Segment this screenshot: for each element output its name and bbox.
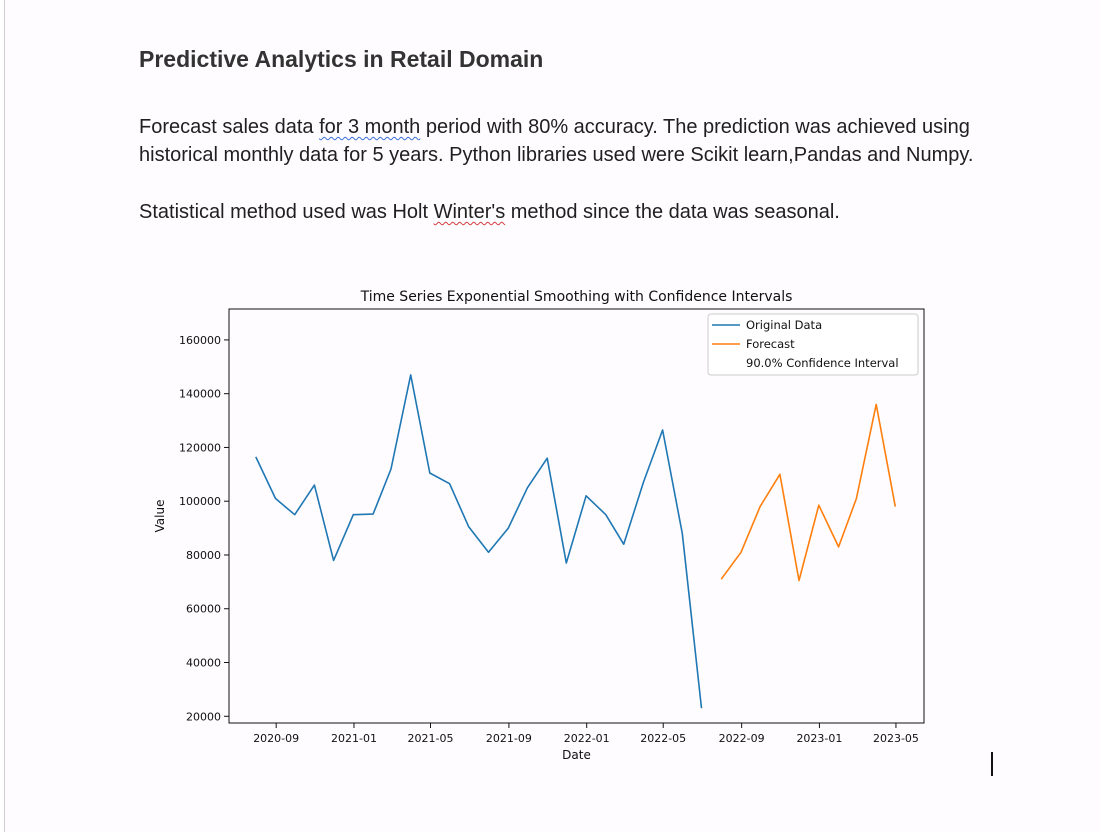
y-tick-label: 100000	[179, 495, 221, 508]
x-tick-label: 2022-09	[719, 732, 765, 745]
text-cursor	[991, 752, 993, 776]
text-segment: Statistical method used was Holt	[139, 201, 434, 223]
y-tick-label: 80000	[186, 549, 221, 562]
text-segment: Forecast sales data	[139, 116, 320, 138]
y-tick-label: 160000	[179, 334, 221, 347]
plot-frame	[228, 308, 925, 724]
x-tick-label: 2022-01	[564, 732, 610, 745]
y-tick-label: 60000	[186, 603, 221, 616]
legend-label: 90.0% Confidence Interval	[746, 356, 899, 370]
y-tick-label: 140000	[179, 388, 221, 401]
x-tick-label: 2023-05	[873, 732, 919, 745]
x-axis-label: Date	[562, 748, 591, 762]
legend-label: Original Data	[746, 318, 822, 332]
text-segment: method since the data was seasonal.	[505, 201, 840, 223]
x-tick-label: 2021-05	[408, 732, 454, 745]
chart-title: Time Series Exponential Smoothing with C…	[360, 289, 793, 305]
x-tick-label: 2021-01	[331, 732, 377, 745]
text-segment: period with 80% accuracy. The prediction…	[139, 116, 974, 166]
original-data-line	[255, 374, 703, 709]
y-tick-label: 120000	[179, 441, 221, 454]
legend-label: Forecast	[746, 337, 795, 351]
document-title[interactable]: Predictive Analytics in Retail Domain	[139, 46, 544, 72]
document-page[interactable]: Predictive Analytics in Retail Domain Fo…	[5, 0, 1100, 832]
x-tick-label: 2021-09	[486, 732, 532, 745]
forecast-chart: Time Series Exponential Smoothing with C…	[153, 289, 925, 762]
x-tick-label: 2022-05	[640, 732, 686, 745]
y-tick-label: 20000	[186, 710, 221, 723]
x-tick-label: 2020-09	[253, 732, 299, 745]
page-edge	[4, 0, 5, 832]
x-tick-label: 2023-01	[796, 732, 842, 745]
y-axis-label: Value	[153, 500, 167, 533]
grammar-flag[interactable]: for 3 month	[319, 116, 421, 138]
y-tick-label: 40000	[186, 657, 221, 670]
legend-box	[707, 313, 919, 376]
paragraph-project-summary[interactable]: Forecast sales data for 3 month period w…	[139, 113, 1019, 169]
spelling-flag[interactable]: Winter's	[433, 201, 506, 223]
forecast-line	[720, 403, 897, 582]
paragraph-method[interactable]: Statistical method used was Holt Winter'…	[139, 198, 1019, 226]
